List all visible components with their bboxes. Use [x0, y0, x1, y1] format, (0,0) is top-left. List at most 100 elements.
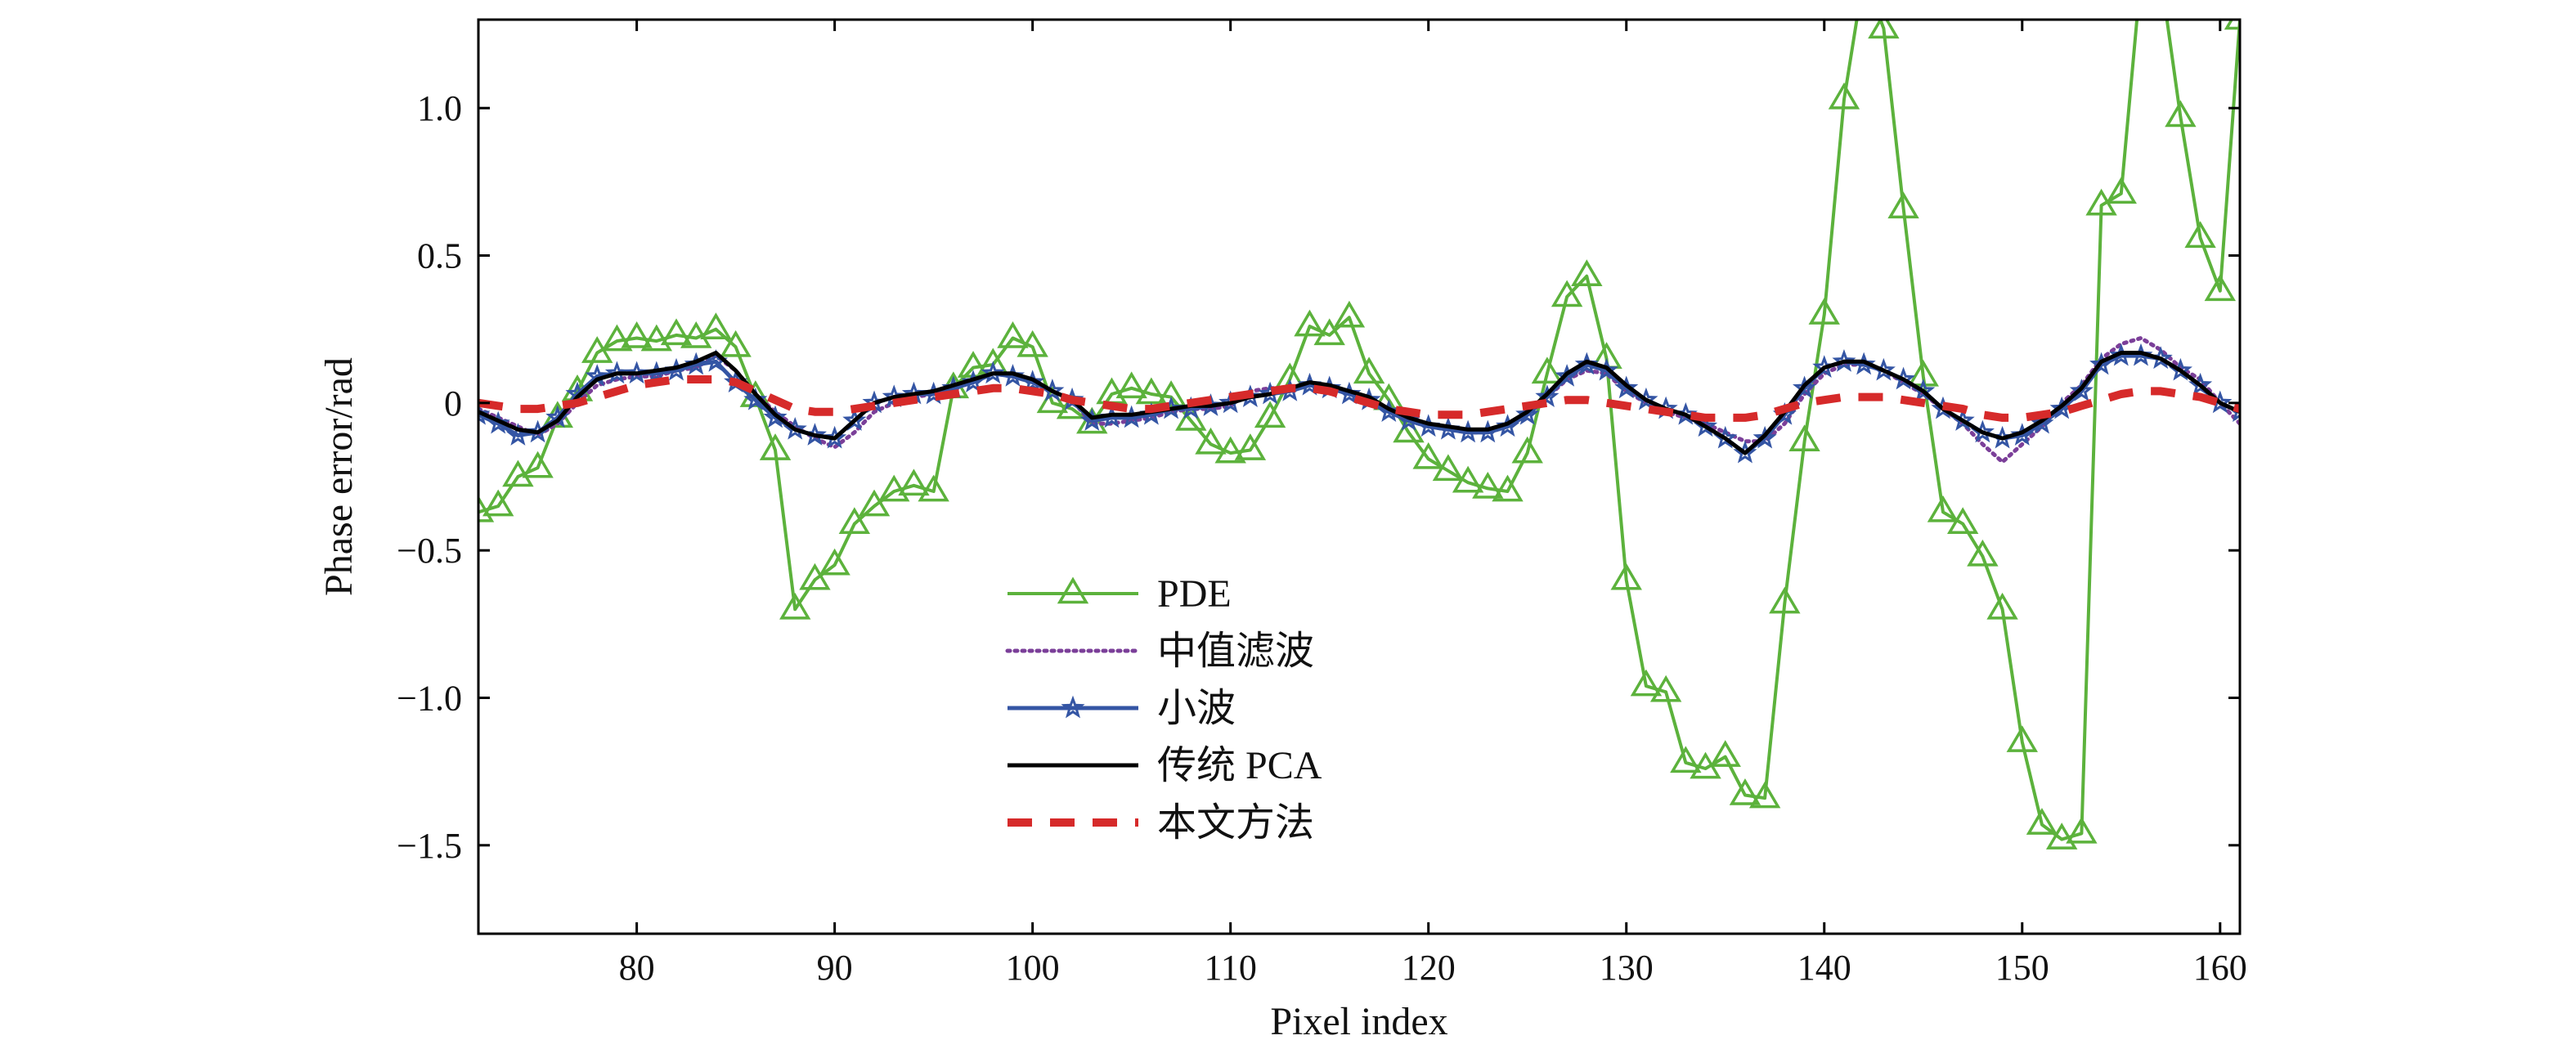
triangle-marker — [997, 321, 1029, 348]
series-layer — [478, 20, 2240, 850]
triangle-marker — [1729, 778, 1761, 805]
triangle-marker — [601, 324, 633, 352]
triangle-marker — [1927, 495, 1959, 522]
y-tick-label: −1.0 — [397, 678, 462, 718]
series-line — [478, 351, 2240, 455]
legend-marker — [1061, 695, 1085, 719]
series-line — [478, 375, 2240, 422]
triangle-marker — [1452, 465, 1484, 493]
star-marker — [1535, 384, 1560, 408]
triangle-marker — [1214, 436, 1246, 464]
triangle-marker — [838, 507, 871, 534]
star-marker — [1792, 375, 1817, 399]
triangle-marker — [1155, 380, 1187, 407]
triangle-marker — [1353, 356, 1385, 384]
triangle-marker — [1808, 298, 1840, 325]
triangle-marker — [799, 563, 831, 590]
triangle-marker — [759, 433, 792, 460]
triangle-marker — [858, 489, 891, 517]
series-line — [478, 20, 2240, 841]
triangle-marker — [1472, 471, 1504, 499]
x-tick-label: 160 — [2193, 948, 2247, 988]
star-marker — [604, 361, 629, 384]
triangle-marker — [2026, 808, 2058, 835]
triangle-marker — [1709, 740, 1741, 767]
star-marker — [1376, 399, 1401, 423]
triangle-marker — [2204, 274, 2237, 302]
triangle-marker — [1254, 401, 1286, 428]
series-3 — [478, 351, 2240, 455]
triangle-marker — [1115, 371, 1147, 399]
star-marker — [1515, 401, 1540, 425]
star-marker — [1555, 364, 1579, 387]
y-tick-label: −0.5 — [397, 531, 462, 571]
triangle-marker — [522, 451, 554, 478]
x-tick-label: 90 — [817, 948, 853, 988]
star-marker — [478, 401, 491, 425]
triangle-marker — [2105, 177, 2137, 204]
triangle-marker — [1986, 592, 2018, 620]
triangle-marker — [1571, 259, 1603, 287]
triangle-marker — [660, 318, 693, 346]
triangle-marker — [1788, 424, 1820, 452]
x-tick-label: 120 — [1402, 948, 1456, 988]
triangle-marker — [1432, 454, 1465, 482]
triangle-marker — [1016, 330, 1048, 357]
triangle-marker — [621, 321, 653, 348]
triangle-marker — [779, 592, 811, 620]
y-axis-label: Phase error/rad — [317, 357, 361, 596]
triangle-marker — [1887, 191, 1919, 219]
series-4 — [478, 375, 2240, 422]
triangle-marker — [1333, 300, 1366, 328]
triangle-marker — [1769, 586, 1801, 614]
star-marker — [763, 405, 788, 428]
y-tick-label: −1.5 — [397, 826, 462, 866]
legend-item: 中值滤波 — [1005, 630, 1314, 673]
triangle-marker — [1670, 746, 1702, 773]
triangle-marker — [1748, 781, 1781, 809]
star-marker — [1614, 375, 1639, 399]
triangle-marker — [1610, 563, 1642, 590]
legend-item: 小波 — [1008, 687, 1236, 730]
y-tick-label: 0.5 — [417, 236, 462, 276]
star-marker — [2069, 379, 2094, 401]
x-axis-label: Pixel index — [1270, 1000, 1447, 1043]
triangle-marker — [482, 489, 514, 517]
legend-label: 小波 — [1157, 687, 1236, 730]
x-tick-label: 110 — [1204, 948, 1256, 988]
x-tick-label: 130 — [1600, 948, 1654, 988]
y-tick-label: 0 — [444, 383, 462, 424]
triangle-marker — [1630, 669, 1663, 697]
triangle-marker — [1234, 433, 1267, 460]
triangle-marker — [898, 468, 930, 496]
legend-item: 本文方法 — [1008, 801, 1314, 845]
triangle-marker — [819, 548, 850, 576]
x-tick-label: 100 — [1006, 948, 1060, 988]
star-marker — [842, 408, 867, 431]
triangle-marker — [2184, 221, 2216, 249]
x-tick-label: 140 — [1797, 948, 1851, 988]
triangle-marker — [918, 474, 949, 502]
y-tick-label: 1.0 — [417, 88, 462, 128]
triangle-marker — [878, 474, 910, 502]
plot-frame — [477, 18, 2242, 935]
x-tick-label: 80 — [619, 948, 655, 988]
triangle-marker — [2006, 725, 2038, 752]
legend-label: 中值滤波 — [1157, 630, 1314, 673]
triangle-marker — [478, 495, 495, 522]
x-axis-ticks: 80 90 100 110 120 130 140 150 160 — [619, 20, 2247, 988]
triangle-marker — [700, 312, 732, 339]
triangle-marker — [2045, 823, 2078, 850]
triangle-marker — [640, 324, 673, 352]
triangle-marker — [1649, 675, 1682, 702]
triangle-marker — [1868, 20, 1900, 39]
star-marker — [2089, 352, 2114, 375]
legend-label: PDE — [1157, 572, 1232, 616]
star-marker — [505, 423, 530, 446]
triangle-marker — [1294, 309, 1326, 337]
triangle-marker — [2165, 100, 2197, 128]
star-marker — [486, 410, 510, 434]
